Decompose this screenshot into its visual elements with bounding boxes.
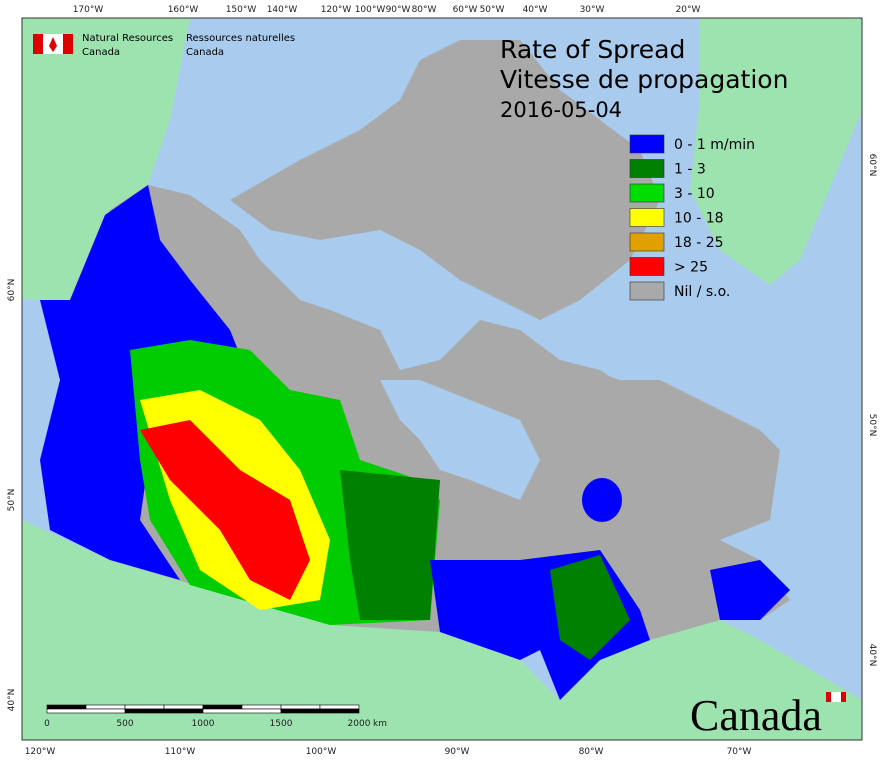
hudson-bay — [380, 380, 540, 500]
longitude-label: 50°W — [480, 5, 505, 15]
flag — [33, 34, 73, 54]
latitude-label: 50°N — [7, 489, 17, 512]
scale-label: 1000 — [192, 719, 215, 729]
scale-segment — [46, 708, 126, 714]
latitude-label: 40°N — [7, 689, 17, 712]
scale-unit: km — [373, 719, 387, 729]
longitude-label: 80°W — [579, 747, 604, 757]
longitude-label: 90°W — [445, 747, 470, 757]
longitude-label: 40°W — [523, 5, 548, 15]
longitude-label: 170°W — [73, 5, 104, 15]
fire-zones — [40, 185, 790, 700]
scale-segment — [241, 704, 282, 710]
latitude-label: 60°N — [7, 279, 17, 302]
latitude-label: 50°N — [867, 414, 877, 437]
longitude-label: 100°W — [355, 5, 386, 15]
wordmark-flag — [826, 692, 846, 702]
scale-segment — [85, 704, 126, 710]
legend: 0 - 1 m/min 1 - 3 3 - 10 10 - 18 18 - 25 > 25… — [629, 134, 755, 301]
longitude-label: 100°W — [306, 747, 337, 757]
longitude-label: 110°W — [165, 747, 196, 757]
scale-segment — [319, 704, 360, 710]
longitude-label: 90°W — [386, 5, 411, 15]
scale-label: 0 — [44, 719, 50, 729]
title: Vitesse de propagation — [500, 65, 788, 94]
legend-label: > 25 — [674, 260, 708, 276]
agency-en: Canada — [82, 47, 120, 58]
scale-segment — [280, 704, 321, 710]
scale-segment — [124, 704, 165, 710]
scale-segment — [124, 708, 204, 714]
scale-bar: 0 500 1000 1500 2000 km — [44, 704, 387, 729]
legend-swatch — [629, 232, 665, 252]
legend-swatch — [629, 208, 665, 227]
map-frame — [21, 17, 863, 741]
legend-label: 3 - 10 — [674, 186, 715, 202]
longitude-label: 30°W — [580, 5, 605, 15]
scale-label: 500 — [116, 719, 133, 729]
legend-swatch — [629, 281, 665, 301]
legend-label: 0 - 1 m/min — [674, 137, 755, 153]
longitude-label: 80°W — [412, 5, 437, 15]
scale-segment — [163, 704, 204, 710]
date: 2016-05-04 — [500, 98, 622, 122]
scale-label: 2000 — [348, 719, 371, 729]
legend-label: Nil / s.o. — [674, 284, 730, 300]
legend-label: 1 - 3 — [674, 162, 706, 178]
agency-fr: Canada — [186, 47, 224, 58]
scale-label: 1500 — [270, 719, 293, 729]
longitude-label: 70°W — [727, 747, 752, 757]
scale-segment — [46, 704, 87, 710]
scale-segment — [202, 704, 243, 710]
longitude-label: 160°W — [168, 5, 199, 15]
legend-swatch — [629, 134, 665, 154]
longitude-label: 20°W — [676, 5, 701, 15]
legend-swatch — [629, 183, 665, 203]
wordmark: Canada — [690, 691, 822, 740]
longitude-label: 60°W — [453, 5, 478, 15]
agency-fr: Ressources naturelles — [186, 33, 295, 44]
legend-swatch — [629, 159, 665, 178]
longitude-label: 140°W — [267, 5, 298, 15]
longitude-label: 150°W — [226, 5, 257, 15]
foreign-land — [22, 18, 862, 740]
longitude-label: 120°W — [321, 5, 352, 15]
latitude-label: 40°N — [867, 644, 877, 667]
longitude-label: 120°W — [25, 747, 56, 757]
legend-label: 10 - 18 — [674, 211, 724, 227]
title: Rate of Spread — [500, 35, 685, 64]
legend-label: 18 - 25 — [674, 235, 724, 251]
scale-segment — [202, 708, 282, 714]
scale-segment — [280, 708, 360, 714]
latitude-label: 60°N — [867, 154, 877, 177]
agency-en: Natural Resources — [82, 33, 173, 44]
legend-swatch — [629, 257, 665, 276]
